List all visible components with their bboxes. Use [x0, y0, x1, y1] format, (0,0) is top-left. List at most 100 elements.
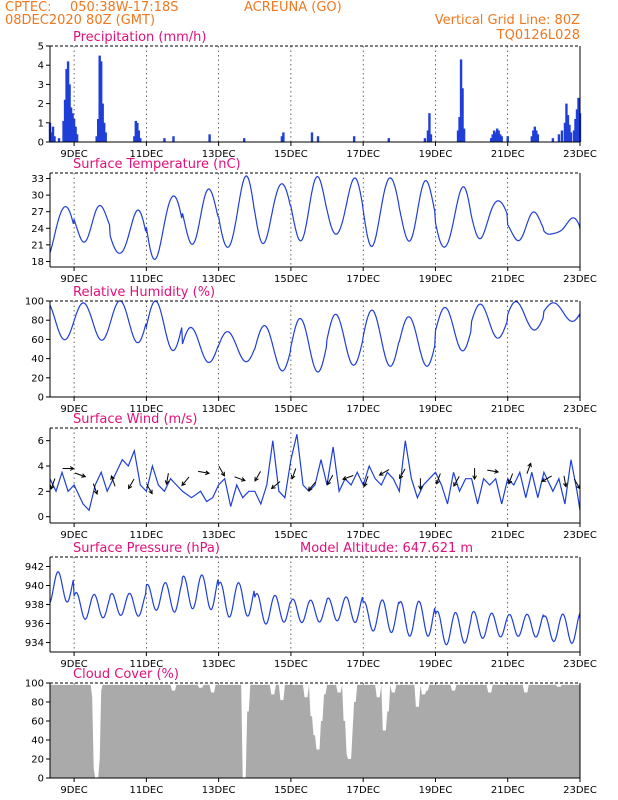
wind-arrow-head	[148, 489, 153, 495]
wind-arrow-shaft	[363, 475, 369, 487]
wind-arrow	[472, 468, 477, 481]
x-tick-label: 15DEC	[274, 404, 308, 415]
x-tick-label: 13DEC	[202, 149, 236, 160]
panel-3: Surface Wind (m/s) 9DEC 11DEC 13DEC 15DEC 17D…	[38, 412, 597, 541]
y-tick-label: 938	[25, 600, 44, 611]
precip-bar	[316, 136, 320, 142]
wind-arrow-head	[164, 480, 170, 486]
x-tick-label: 19DEC	[419, 659, 453, 670]
wind-arrow-head	[563, 482, 568, 488]
wind-arrow	[110, 475, 116, 487]
panel-title: Surface Temperature (nC)	[73, 157, 241, 172]
panel-title: Precipitation (mm/h)	[73, 30, 206, 45]
header-code: TQ0126L028	[496, 28, 580, 43]
wind-arrow	[164, 473, 170, 486]
wind-arrow-shaft	[308, 481, 316, 491]
wind-arrow	[487, 469, 500, 474]
wind-arrow-shaft	[399, 468, 406, 479]
y-tick-label: 24	[31, 224, 44, 235]
precip-bar	[137, 130, 141, 142]
wind-arrow-head	[363, 482, 368, 488]
series-line	[49, 175, 581, 261]
header-source: CPTEC:	[5, 0, 52, 15]
precip-bar	[134, 120, 138, 142]
x-tick-label: 13DEC	[202, 274, 236, 285]
header-station: ACREUNA (GO)	[244, 0, 342, 15]
y-tick-label: 4	[38, 61, 44, 72]
x-tick-label: 15DEC	[274, 659, 308, 670]
wind-arrow-head	[81, 473, 87, 478]
y-tick-label: 936	[25, 619, 44, 630]
y-tick-label: 6	[38, 436, 44, 447]
panel-0: Precipitation (mm/h) 9DEC 11DEC 13DEC 15DEC 1…	[38, 30, 597, 160]
series-layer	[49, 571, 581, 646]
wind-arrow	[326, 474, 334, 486]
wind-arrow	[399, 468, 406, 480]
precip-bar	[282, 132, 285, 142]
panel-title: Relative Humidity (%)	[73, 285, 215, 300]
y-tick-label: 20	[31, 373, 44, 384]
wind-arrow-head	[418, 485, 423, 491]
x-tick-label: 23DEC	[563, 530, 597, 541]
x-tick-label: 15DEC	[274, 530, 308, 541]
x-tick-label: 17DEC	[346, 274, 380, 285]
x-tick-label: 11DEC	[129, 659, 163, 670]
y-tick-label: 60	[31, 335, 44, 346]
precip-bar	[387, 138, 390, 142]
wind-arrow-shaft	[436, 473, 441, 485]
y-tick-label: 1	[38, 118, 44, 129]
precip-bar	[566, 115, 570, 142]
wind-arrow	[307, 481, 316, 492]
header-vgrid: Vertical Grid Line: 80Z	[435, 13, 580, 28]
wind-arrow-head	[307, 486, 313, 492]
series-line	[49, 300, 581, 373]
wind-arrow	[74, 472, 87, 478]
x-tick-label: 19DEC	[419, 274, 453, 285]
y-tick-label: 20	[31, 755, 44, 766]
wind-arrow-head	[290, 474, 296, 480]
wind-arrow	[181, 476, 190, 487]
precip-bar	[565, 103, 568, 142]
wind-arrow	[234, 476, 246, 482]
precip-bar	[62, 120, 65, 142]
precip-bar	[560, 130, 564, 142]
wind-arrow	[254, 471, 261, 482]
y-tick-label: 40	[31, 736, 44, 747]
x-tick-label: 23DEC	[563, 149, 597, 160]
x-tick-label: 17DEC	[346, 530, 380, 541]
precip-bar	[101, 103, 104, 142]
wind-arrow-shaft	[342, 475, 354, 480]
y-tick-label: 5	[38, 42, 44, 53]
wind-arrow-shaft	[92, 483, 98, 495]
wind-arrow-shaft	[453, 476, 460, 487]
series-layer	[50, 684, 580, 778]
precip-bar	[459, 59, 463, 142]
precip-bar	[530, 136, 534, 142]
precip-bar	[243, 138, 246, 142]
precip-bar	[280, 136, 284, 142]
wind-arrow-head	[205, 470, 211, 476]
precip-bar	[95, 136, 98, 142]
wind-arrow	[50, 478, 56, 490]
y-tick-label: 2	[38, 99, 44, 110]
precip-bar	[536, 134, 540, 142]
y-tick-label: 0	[38, 138, 44, 149]
y-tick-label: 4	[38, 462, 44, 473]
precip-bar	[577, 97, 580, 142]
precip-bar	[104, 132, 107, 142]
series-line	[49, 434, 581, 512]
precip-bar	[57, 138, 61, 142]
cloud-area	[50, 684, 580, 778]
wind-arrow-head	[378, 471, 384, 476]
x-tick-label: 11DEC	[129, 274, 163, 285]
header-run: 08DEC2020 80Z (GMT)	[5, 13, 155, 28]
x-tick-label: 21DEC	[491, 149, 525, 160]
y-tick-label: 934	[25, 638, 44, 649]
wind-arrow	[563, 475, 568, 488]
x-tick-label: 13DEC	[202, 659, 236, 670]
wind-arrow	[218, 466, 225, 477]
precip-bar	[72, 118, 76, 142]
x-tick-label: 15DEC	[274, 785, 308, 796]
wind-arrow	[342, 475, 354, 481]
